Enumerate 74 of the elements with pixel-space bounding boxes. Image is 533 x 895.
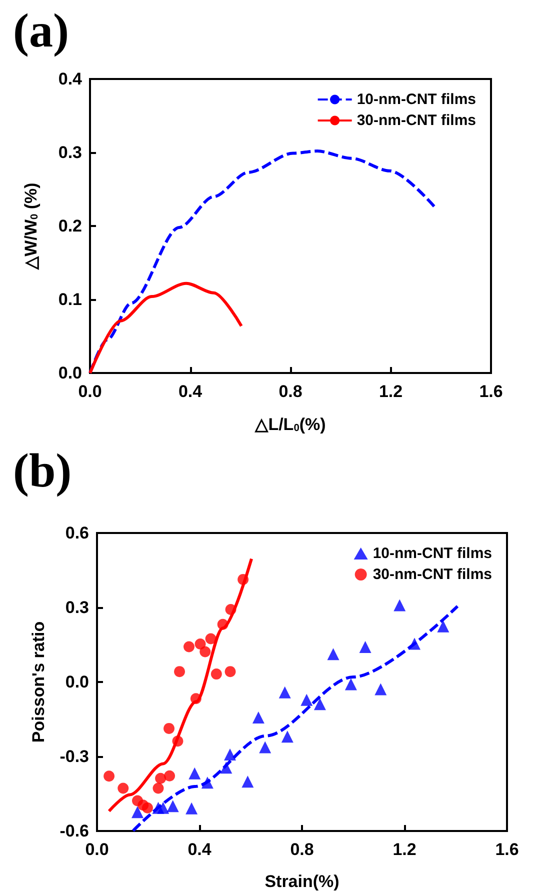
point xyxy=(166,800,179,812)
point xyxy=(188,767,201,780)
x-tick-label: 1.2 xyxy=(378,382,403,401)
x-tick-label: 0.0 xyxy=(85,840,109,859)
x-axis-title: △L/L0(%) xyxy=(254,414,326,434)
x-tick-label: 0.8 xyxy=(290,840,314,859)
y-tick-label: -0.3 xyxy=(60,747,89,766)
point xyxy=(314,698,326,710)
y-axis-title: △W/W0 (%) xyxy=(21,182,40,270)
point xyxy=(174,666,186,678)
point xyxy=(186,802,198,814)
legend-label: 10-nm-CNT films xyxy=(356,91,476,108)
chart-title: (a) xyxy=(13,4,69,58)
point xyxy=(217,618,228,630)
point xyxy=(155,772,166,784)
point xyxy=(194,638,206,650)
point xyxy=(278,686,291,698)
point xyxy=(104,770,115,782)
point xyxy=(224,666,236,678)
point xyxy=(184,641,194,652)
point xyxy=(281,730,294,743)
x-tick-label: 1.6 xyxy=(495,840,519,859)
x-tick-label: 0.4 xyxy=(178,382,203,401)
line-series xyxy=(108,557,254,813)
point xyxy=(190,693,202,704)
legend-label: 30-nm-CNT films xyxy=(372,566,492,583)
y-tick-label: 0.6 xyxy=(65,524,89,542)
y-tick-label: 0.0 xyxy=(58,364,82,382)
point xyxy=(408,638,420,650)
legend-label: 10-nm-CNT films xyxy=(372,545,492,562)
y-tick-label: 0.1 xyxy=(58,290,82,309)
y-tick-label: 0.0 xyxy=(65,672,89,692)
point xyxy=(200,646,211,658)
legend-label: 30-nm-CNT films xyxy=(356,112,476,129)
point xyxy=(242,776,254,788)
point xyxy=(157,802,170,814)
point xyxy=(205,633,216,644)
point xyxy=(131,806,144,818)
chart-title: (b) xyxy=(13,444,72,498)
point xyxy=(172,736,184,747)
point xyxy=(437,620,450,632)
point xyxy=(300,694,313,706)
point xyxy=(374,683,387,696)
y-tick-label: 0.4 xyxy=(58,70,83,88)
x-tick-label: 0.8 xyxy=(278,382,302,401)
y-tick-label: 0.3 xyxy=(65,598,89,617)
point xyxy=(225,604,236,615)
point xyxy=(252,712,264,724)
point xyxy=(201,776,214,789)
line-series xyxy=(132,604,460,832)
point xyxy=(118,782,129,794)
x-tick-label: 0.4 xyxy=(188,840,212,859)
point xyxy=(164,722,175,734)
x-tick-label: 1.6 xyxy=(479,382,503,401)
x-tick-label: 1.2 xyxy=(392,840,416,859)
point xyxy=(327,648,340,660)
point xyxy=(259,741,272,754)
point xyxy=(152,782,164,794)
point xyxy=(359,640,372,653)
point xyxy=(224,748,236,761)
line-series xyxy=(88,282,243,374)
x-tick-label: 0.0 xyxy=(78,382,102,401)
point xyxy=(394,599,406,612)
point xyxy=(344,678,357,690)
point xyxy=(220,762,232,774)
x-axis-title: Strain(%) xyxy=(264,872,340,891)
point xyxy=(164,770,176,782)
y-tick-label: -0.6 xyxy=(60,822,89,840)
y-axis-title: Poisson's ratio xyxy=(29,621,48,743)
point xyxy=(142,802,153,814)
point xyxy=(210,668,222,680)
y-tick-label: 0.3 xyxy=(58,143,82,162)
y-tick-label: 0.2 xyxy=(58,216,82,236)
point xyxy=(238,574,249,585)
